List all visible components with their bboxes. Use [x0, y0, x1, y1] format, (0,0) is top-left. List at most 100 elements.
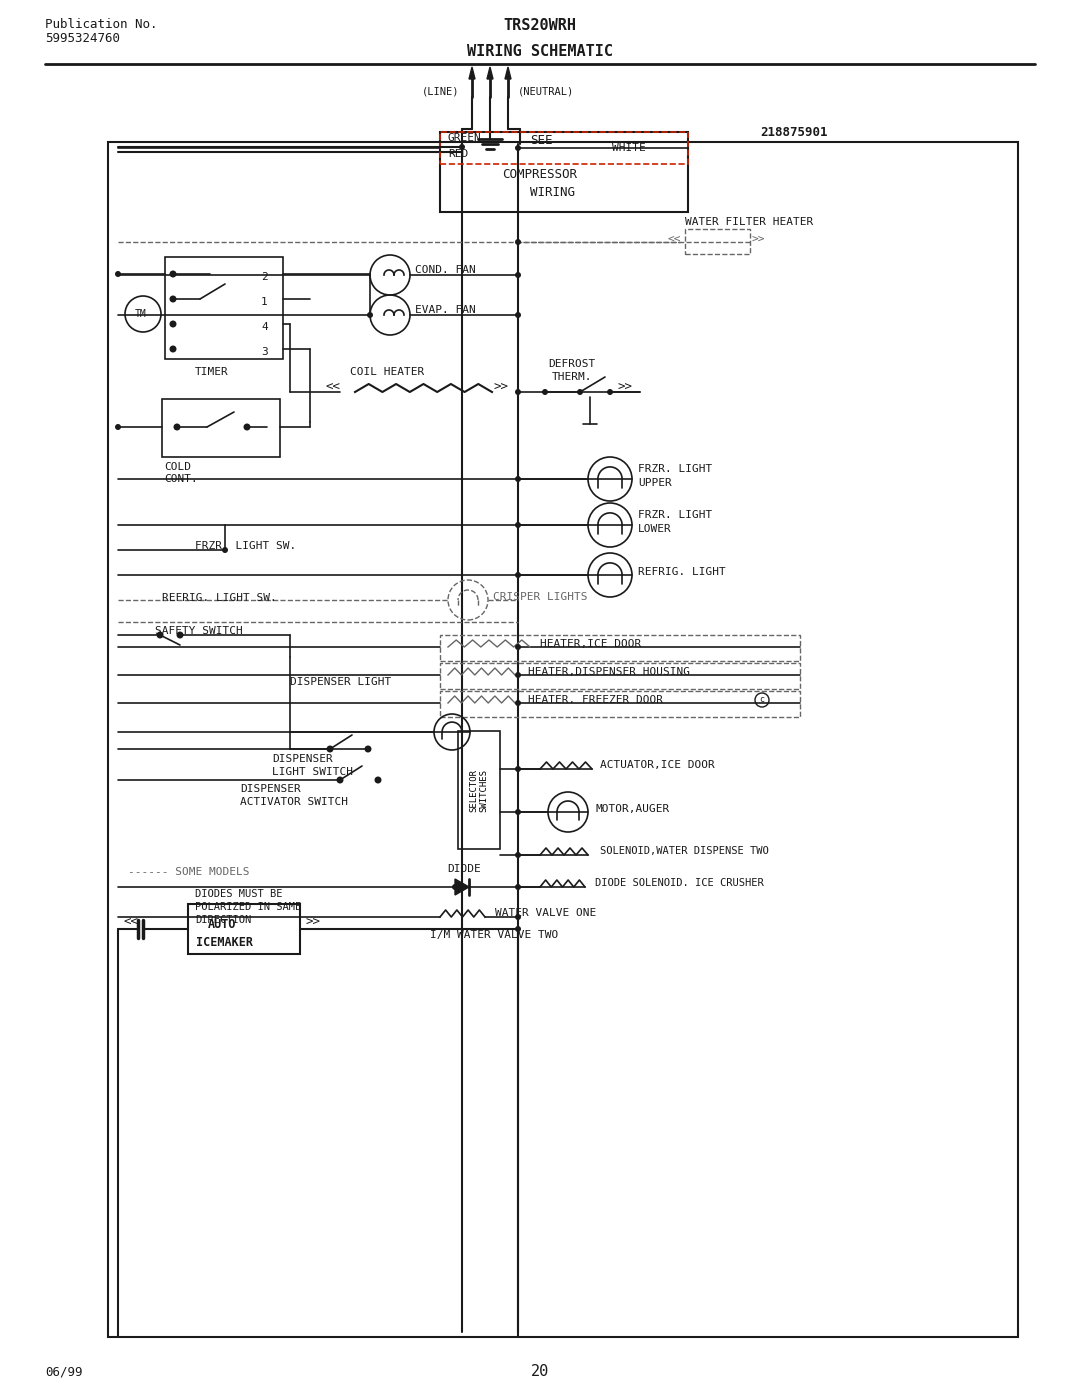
- Text: CRISPER LIGHTS: CRISPER LIGHTS: [492, 592, 588, 602]
- Text: RED: RED: [448, 149, 469, 159]
- Circle shape: [515, 522, 521, 528]
- Text: WHITE: WHITE: [612, 142, 646, 154]
- Text: <<: <<: [669, 235, 681, 244]
- Text: I/M WATER VALVE TWO: I/M WATER VALVE TWO: [430, 930, 558, 940]
- Circle shape: [515, 476, 521, 482]
- Text: HEATER,ICE DOOR: HEATER,ICE DOOR: [540, 638, 642, 650]
- Polygon shape: [505, 67, 511, 80]
- Text: (LINE): (LINE): [422, 87, 459, 96]
- Circle shape: [515, 644, 521, 650]
- Text: DISPENSER LIGHT: DISPENSER LIGHT: [291, 678, 391, 687]
- Circle shape: [542, 388, 548, 395]
- Circle shape: [176, 631, 184, 638]
- Circle shape: [515, 809, 521, 814]
- Circle shape: [515, 914, 521, 921]
- Circle shape: [174, 423, 180, 430]
- Circle shape: [515, 926, 521, 932]
- Text: WIRING: WIRING: [530, 186, 575, 198]
- Text: ACTUATOR,ICE DOOR: ACTUATOR,ICE DOOR: [600, 760, 715, 770]
- Text: REFRIG. LIGHT SW.: REFRIG. LIGHT SW.: [162, 592, 276, 604]
- Text: 5995324760: 5995324760: [45, 32, 120, 46]
- Text: 1: 1: [261, 298, 268, 307]
- Text: <<: <<: [123, 915, 138, 929]
- Bar: [685, 229, 750, 254]
- Polygon shape: [469, 67, 475, 80]
- Text: DISPENSER: DISPENSER: [240, 784, 300, 793]
- Circle shape: [577, 388, 583, 395]
- Text: THERM.: THERM.: [552, 372, 593, 381]
- Circle shape: [114, 425, 121, 430]
- Text: UPPER: UPPER: [638, 478, 672, 488]
- Circle shape: [515, 672, 521, 678]
- Text: 3: 3: [261, 346, 268, 358]
- Text: WIRING SCHEMATIC: WIRING SCHEMATIC: [467, 45, 613, 60]
- Circle shape: [515, 388, 521, 395]
- Text: COIL HEATER: COIL HEATER: [350, 367, 424, 377]
- Bar: [440, 131, 688, 163]
- Text: COND. FAN: COND. FAN: [415, 265, 476, 275]
- Text: >>: >>: [618, 380, 633, 394]
- Text: 4: 4: [261, 321, 268, 332]
- Circle shape: [157, 631, 163, 638]
- Text: >>: >>: [305, 915, 320, 929]
- Text: HEATER. FREEZER DOOR: HEATER. FREEZER DOOR: [528, 694, 663, 705]
- Text: >>: >>: [752, 235, 766, 244]
- Text: DIODES MUST BE: DIODES MUST BE: [195, 888, 283, 900]
- Text: COMPRESSOR: COMPRESSOR: [502, 168, 577, 180]
- Bar: [165, 257, 283, 359]
- Text: COLD: COLD: [164, 462, 191, 472]
- Circle shape: [170, 345, 176, 352]
- Text: FRZR. LIGHT: FRZR. LIGHT: [638, 464, 712, 474]
- Text: <<: <<: [325, 380, 340, 394]
- Circle shape: [170, 296, 176, 303]
- Bar: [458, 731, 500, 849]
- Circle shape: [515, 700, 521, 705]
- Circle shape: [375, 777, 381, 784]
- Text: FRZR. LIGHT: FRZR. LIGHT: [638, 510, 712, 520]
- Text: MOTOR,AUGER: MOTOR,AUGER: [596, 805, 671, 814]
- Circle shape: [326, 746, 334, 753]
- Text: TM: TM: [135, 309, 147, 319]
- Text: (NEUTRAL): (NEUTRAL): [518, 87, 575, 96]
- Circle shape: [222, 548, 228, 553]
- Text: SEE: SEE: [530, 134, 553, 147]
- Text: DIRECTION: DIRECTION: [195, 915, 252, 925]
- Text: SELECTOR
SWITCHES: SELECTOR SWITCHES: [470, 768, 488, 812]
- Text: 2: 2: [261, 272, 268, 282]
- Bar: [162, 400, 280, 457]
- Text: 218875901: 218875901: [760, 126, 827, 138]
- Circle shape: [515, 272, 521, 278]
- Circle shape: [459, 144, 465, 149]
- Circle shape: [515, 145, 521, 151]
- Circle shape: [515, 884, 521, 890]
- Circle shape: [243, 423, 251, 430]
- Text: TIMER: TIMER: [195, 367, 229, 377]
- Text: LOWER: LOWER: [638, 524, 672, 534]
- Polygon shape: [455, 879, 469, 895]
- Text: 20: 20: [531, 1365, 549, 1379]
- Text: ICEMAKER: ICEMAKER: [195, 936, 253, 949]
- Text: c: c: [759, 696, 764, 704]
- Text: SOLENOID,WATER DISPENSE TWO: SOLENOID,WATER DISPENSE TWO: [600, 847, 769, 856]
- Text: DIODE: DIODE: [447, 863, 481, 875]
- Text: FRZR. LIGHT SW.: FRZR. LIGHT SW.: [195, 541, 296, 550]
- Circle shape: [515, 571, 521, 578]
- Circle shape: [515, 239, 521, 244]
- Circle shape: [170, 271, 176, 278]
- Text: ACTIVATOR SWITCH: ACTIVATOR SWITCH: [240, 798, 348, 807]
- Circle shape: [337, 777, 343, 784]
- Text: ------ SOME MODELS: ------ SOME MODELS: [129, 868, 249, 877]
- Polygon shape: [487, 67, 492, 80]
- Text: AUTO: AUTO: [208, 918, 237, 930]
- Text: GREEN: GREEN: [448, 133, 482, 142]
- Text: DEFROST: DEFROST: [548, 359, 595, 369]
- Text: >>: >>: [494, 380, 509, 394]
- Circle shape: [453, 884, 458, 890]
- Text: POLARIZED IN SAME: POLARIZED IN SAME: [195, 902, 301, 912]
- Bar: [108, 142, 1018, 1337]
- Text: SAFETY SWITCH: SAFETY SWITCH: [156, 626, 243, 636]
- Bar: [188, 904, 300, 954]
- Circle shape: [170, 320, 176, 327]
- Text: HEATER,DISPENSER HOUSING: HEATER,DISPENSER HOUSING: [528, 666, 690, 678]
- Circle shape: [515, 766, 521, 773]
